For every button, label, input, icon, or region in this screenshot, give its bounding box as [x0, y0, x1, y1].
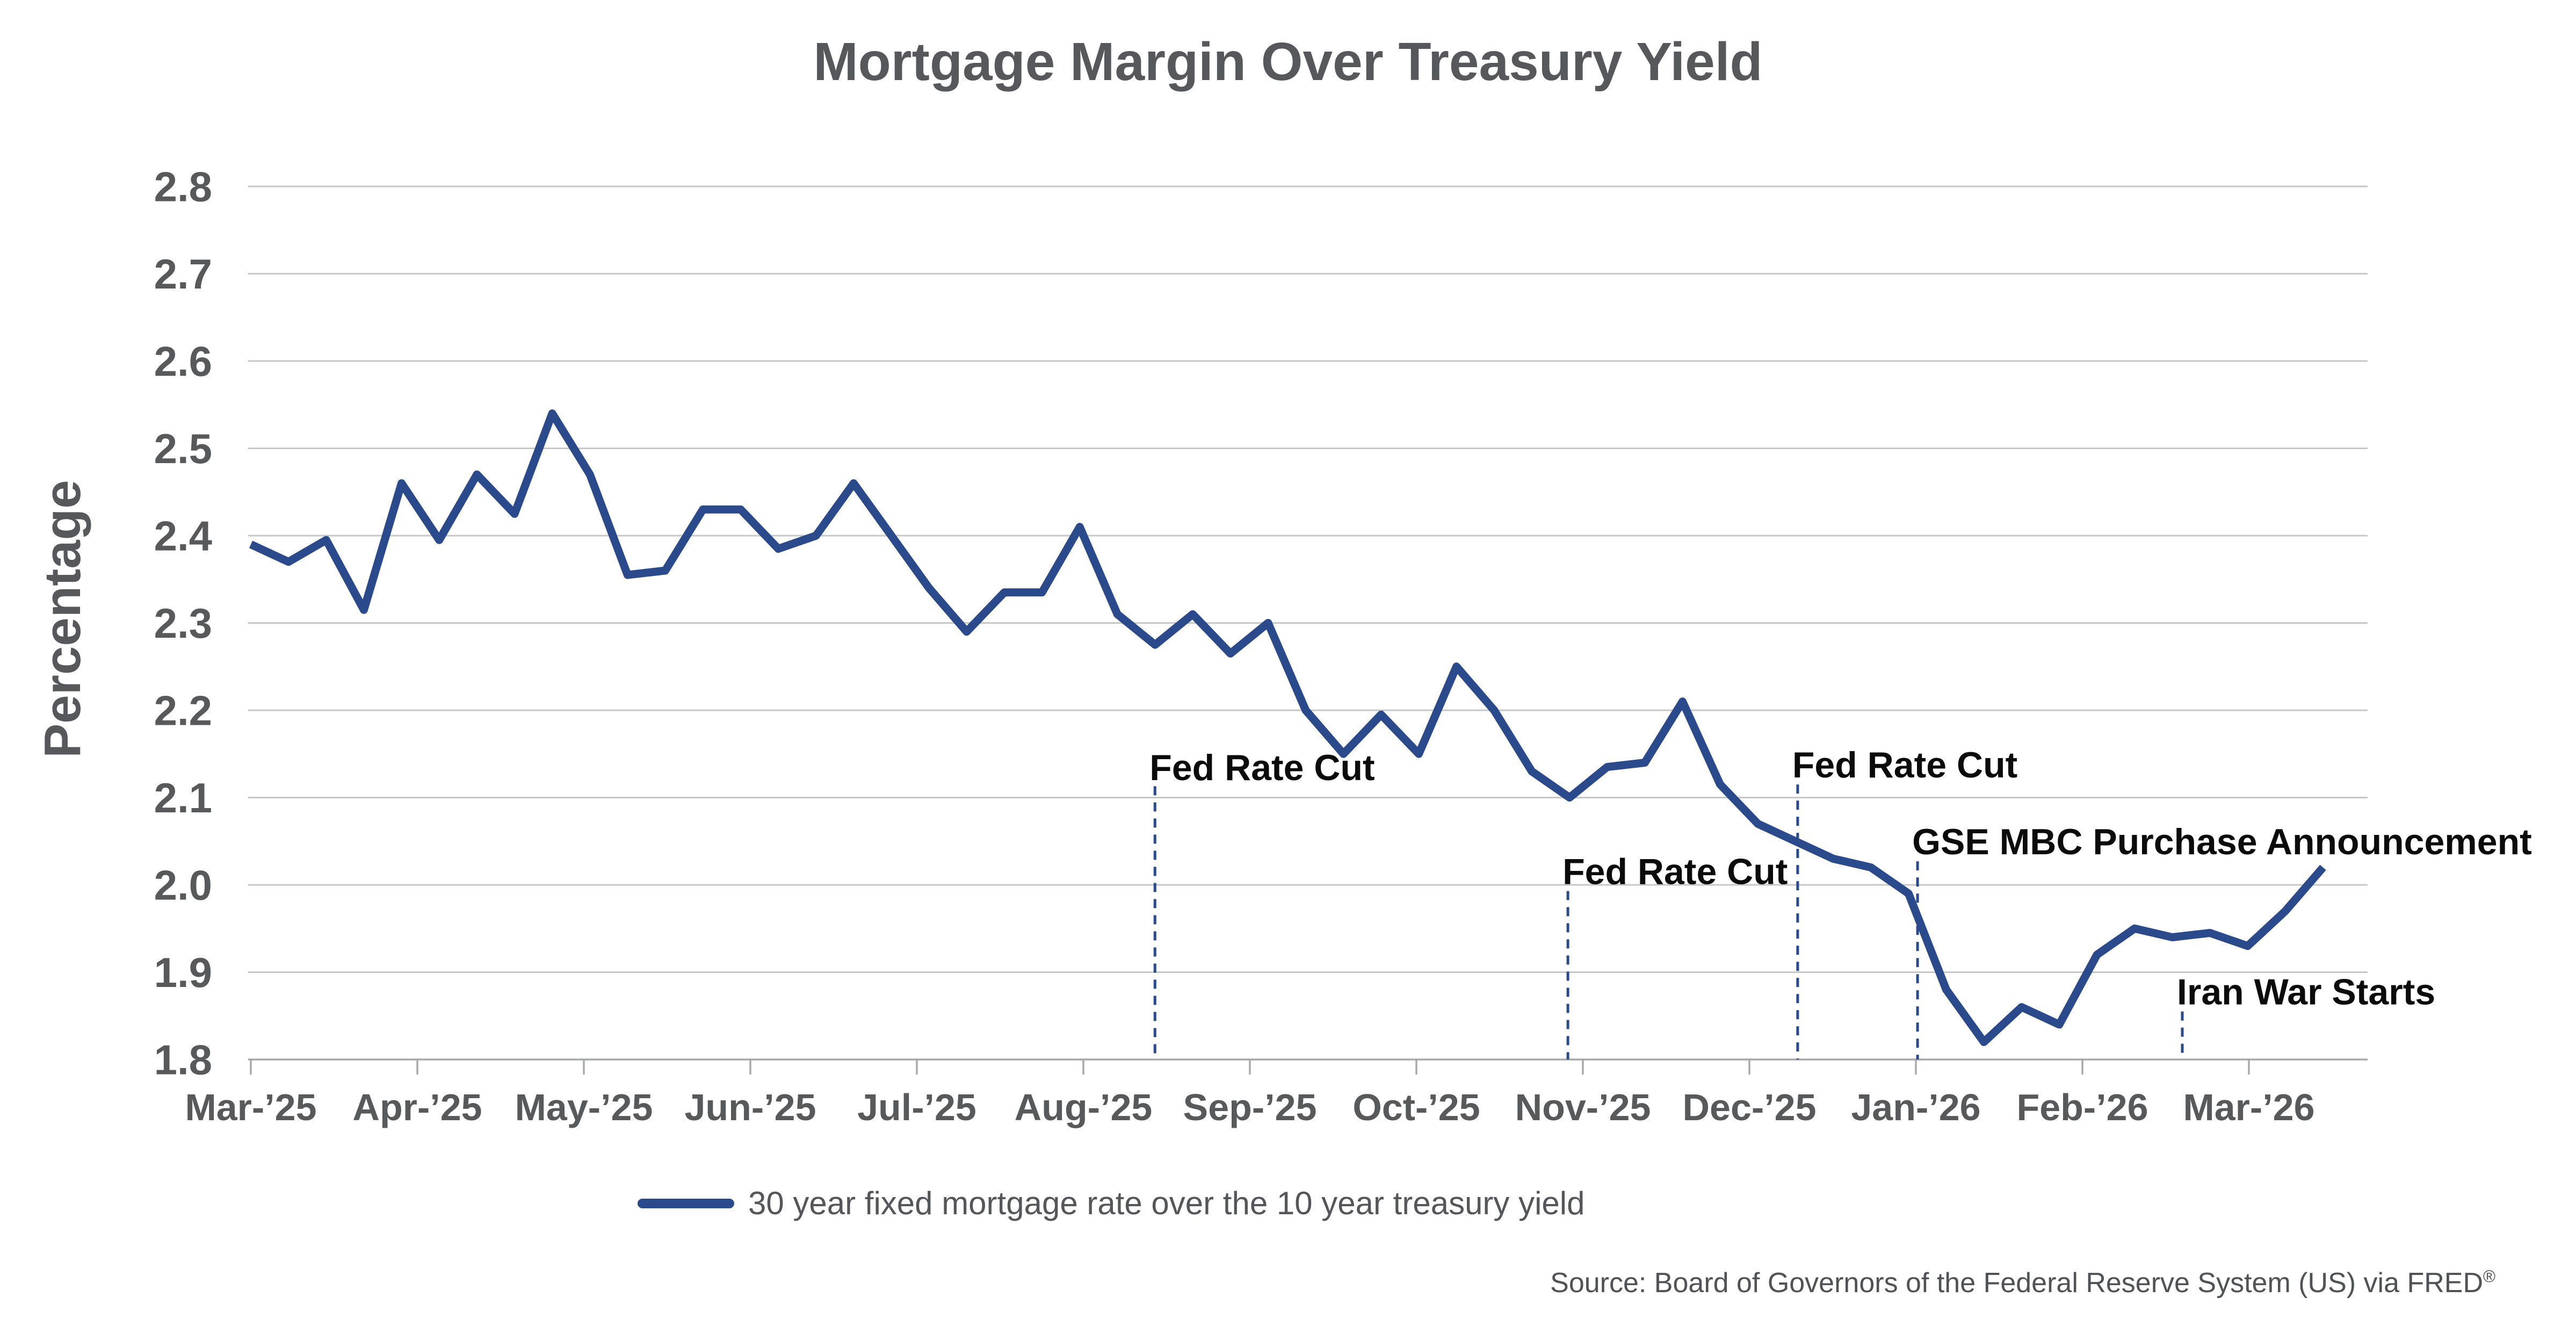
legend-label: 30 year fixed mortgage rate over the 10 … [748, 1185, 1585, 1221]
y-tick-label: 1.8 [154, 1036, 212, 1083]
x-tick-label: Dec-’25 [1682, 1086, 1816, 1128]
x-tick-label: Jan-’26 [1851, 1086, 1980, 1128]
source-text: Source: Board of Governors of the Federa… [1550, 1267, 2484, 1299]
y-tick-label: 2.4 [154, 512, 212, 559]
y-tick-label: 2.2 [154, 687, 212, 734]
x-tick-label: Mar-’26 [2183, 1086, 2314, 1128]
data-line [249, 409, 2326, 1046]
legend: 30 year fixed mortgage rate over the 10 … [638, 1184, 1584, 1223]
x-tick-label: Sep-’25 [1183, 1086, 1317, 1128]
x-tick-label: Oct-’25 [1352, 1086, 1480, 1128]
legend-line-swatch [638, 1199, 734, 1208]
x-tick-label: Mar-’25 [185, 1086, 316, 1128]
y-tick-label: 1.9 [154, 949, 212, 996]
chart-title: Mortgage Margin Over Treasury Yield [813, 32, 1763, 92]
annotation-label: Fed Rate Cut [1149, 747, 1374, 788]
y-tick-label: 2.5 [154, 425, 212, 472]
y-tick-label: 2.0 [154, 861, 212, 909]
annotation-label: Iran War Starts [2177, 972, 2435, 1013]
x-tick-label: May-’25 [515, 1086, 653, 1128]
x-tick-label: Feb-’26 [2016, 1086, 2148, 1128]
y-tick-label: 2.7 [154, 250, 212, 298]
y-tick-label: 2.3 [154, 600, 212, 647]
annotation-label: Fed Rate Cut [1792, 745, 2017, 785]
x-tick-label: Aug-’25 [1015, 1086, 1153, 1128]
source-attribution: Source: Board of Governors of the Federa… [1550, 1267, 2495, 1299]
x-tick-label: Apr-’25 [352, 1086, 482, 1128]
y-tick-label: 2.1 [154, 774, 212, 821]
annotation-label: Fed Rate Cut [1562, 851, 1788, 892]
x-tick-label: Nov-’25 [1515, 1086, 1651, 1128]
annotation-label: GSE MBC Purchase Announcement [1912, 821, 2532, 862]
x-tick-label: Jun-’25 [684, 1086, 816, 1128]
y-tick-label: 2.6 [154, 337, 212, 385]
registered-trademark-icon: ® [2483, 1267, 2495, 1286]
y-tick-label: 2.8 [154, 163, 212, 210]
x-tick-label: Jul-’25 [857, 1086, 976, 1128]
